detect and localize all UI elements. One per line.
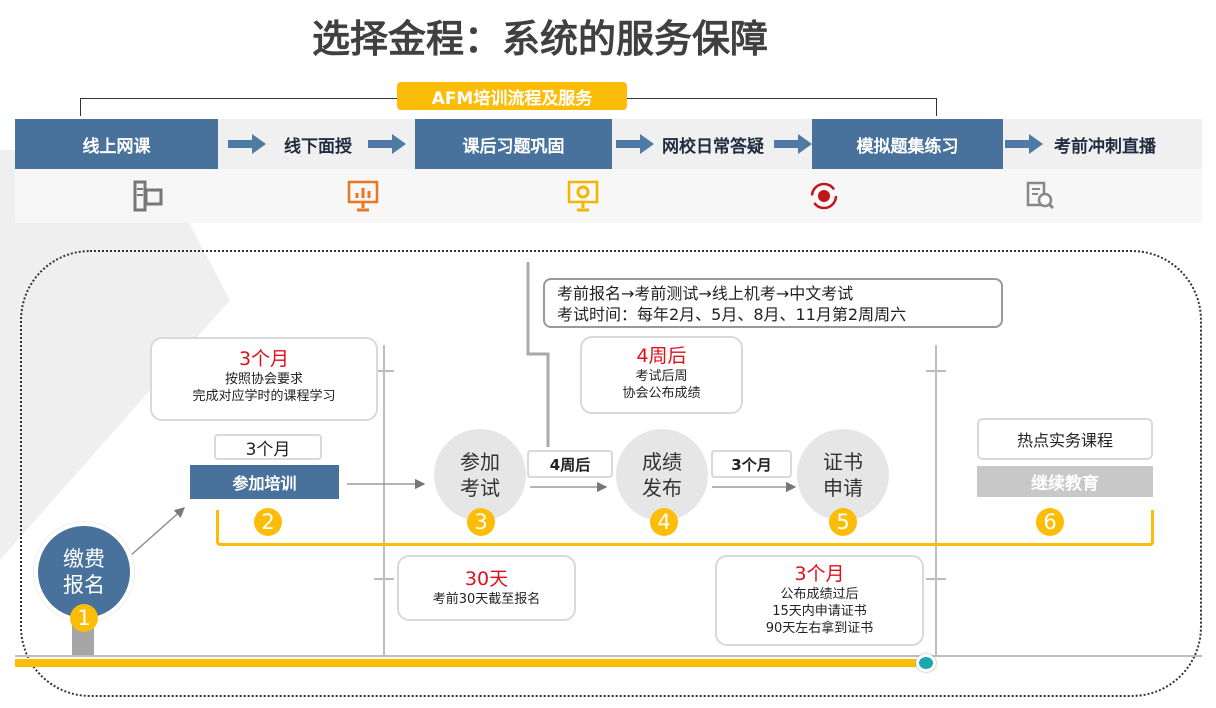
step-number: 4 <box>650 508 678 536</box>
exam-node: 参加考试 <box>434 429 526 521</box>
note-text: 15天内申请证书 <box>772 604 867 619</box>
note-text: 完成对应学时的课程学习 <box>192 389 336 404</box>
monitor-gear-icon <box>567 180 599 212</box>
presentation-chart-icon <box>347 180 379 212</box>
duration-text: 30天 <box>464 568 509 590</box>
note-text: 公布成绩过后 <box>780 587 859 602</box>
hot-course: 热点实务课程 <box>977 418 1153 460</box>
tick-mark <box>374 370 394 372</box>
tick-mark <box>374 578 394 580</box>
note-text: 90天左右拿到证书 <box>765 621 874 636</box>
page-title: 选择金程：系统的服务保障 <box>311 17 768 61</box>
step-number: 3 <box>467 508 495 536</box>
progress-bar <box>15 659 920 667</box>
baseline <box>15 655 1202 657</box>
step-qa: 网校日常答疑 <box>662 136 764 157</box>
node-label: 成绩发布 <box>642 450 682 500</box>
arrow-right-icon <box>228 134 266 154</box>
training-note: 3个月 按照协会要求 完成对应学时的课程学习 <box>150 337 378 421</box>
cert-node: 证书申请 <box>797 429 889 521</box>
note-text: 按照协会要求 <box>224 372 303 387</box>
timeline-bracket <box>216 510 1154 546</box>
training-node: 参加培训 <box>190 465 339 499</box>
register-note: 30天 考前30天截至报名 <box>397 555 576 621</box>
continuing-education-node: 继续教育 <box>977 466 1153 497</box>
tick-mark <box>926 370 946 372</box>
step-number: 5 <box>829 508 857 536</box>
node-label: 缴费报名 <box>63 547 105 597</box>
step-number: 1 <box>70 604 98 632</box>
connector-line <box>526 262 550 447</box>
exam-info-box: 考前报名→考前测试→线上机考→中文考试 考试时间：每年2月、5月、8月、11月第… <box>543 278 1003 328</box>
computer-icon <box>133 180 163 212</box>
result-note: 4周后 考试后周 协会公布成绩 <box>580 336 743 414</box>
process-frame <box>20 250 1202 697</box>
divider-line <box>383 345 385 655</box>
exam-time: 考试时间：每年2月、5月、8月、11月第2周周六 <box>557 305 907 324</box>
step-number: 2 <box>254 508 282 536</box>
divider-line <box>935 345 937 655</box>
step-offline-class: 线下面授 <box>284 136 352 157</box>
gap-label: 4周后 <box>527 450 613 478</box>
duration-text: 3个月 <box>238 348 290 370</box>
step-online-course: 线上网课 <box>15 119 218 169</box>
node-label: 参加考试 <box>460 450 500 500</box>
note-text: 考试后周 <box>635 369 688 384</box>
arrow-right-icon <box>774 134 812 154</box>
training-duration: 3个月 <box>214 434 322 460</box>
duration-text: 3个月 <box>794 563 845 585</box>
arrow-right-icon <box>368 134 406 154</box>
tick-mark <box>926 578 946 580</box>
node-label: 证书申请 <box>823 450 863 500</box>
result-node: 成绩发布 <box>616 429 708 521</box>
duration-text: 4周后 <box>636 345 687 367</box>
note-text: 考前30天截至报名 <box>432 592 541 607</box>
arrow-right-icon <box>1005 134 1043 154</box>
exam-process: 考前报名→考前测试→线上机考→中文考试 <box>557 284 854 303</box>
document-search-icon <box>1026 181 1055 210</box>
timeline-marker <box>916 654 936 672</box>
icon-row <box>15 169 1202 223</box>
cert-note: 3个月 公布成绩过后 15天内申请证书 90天左右拿到证书 <box>715 555 924 646</box>
node-stem <box>72 625 94 657</box>
step-exercises: 课后习题巩固 <box>415 119 612 169</box>
step-mock-exam: 模拟题集练习 <box>812 119 1003 169</box>
service-label: AFM培训流程及服务 <box>397 82 627 110</box>
note-text: 协会公布成绩 <box>622 386 701 401</box>
arrow-right-icon <box>616 134 654 154</box>
gap-label: 3个月 <box>711 450 792 478</box>
refresh-gear-icon <box>810 182 838 210</box>
step-number: 6 <box>1036 508 1064 536</box>
step-sprint-live: 考前冲刺直播 <box>1054 136 1156 157</box>
